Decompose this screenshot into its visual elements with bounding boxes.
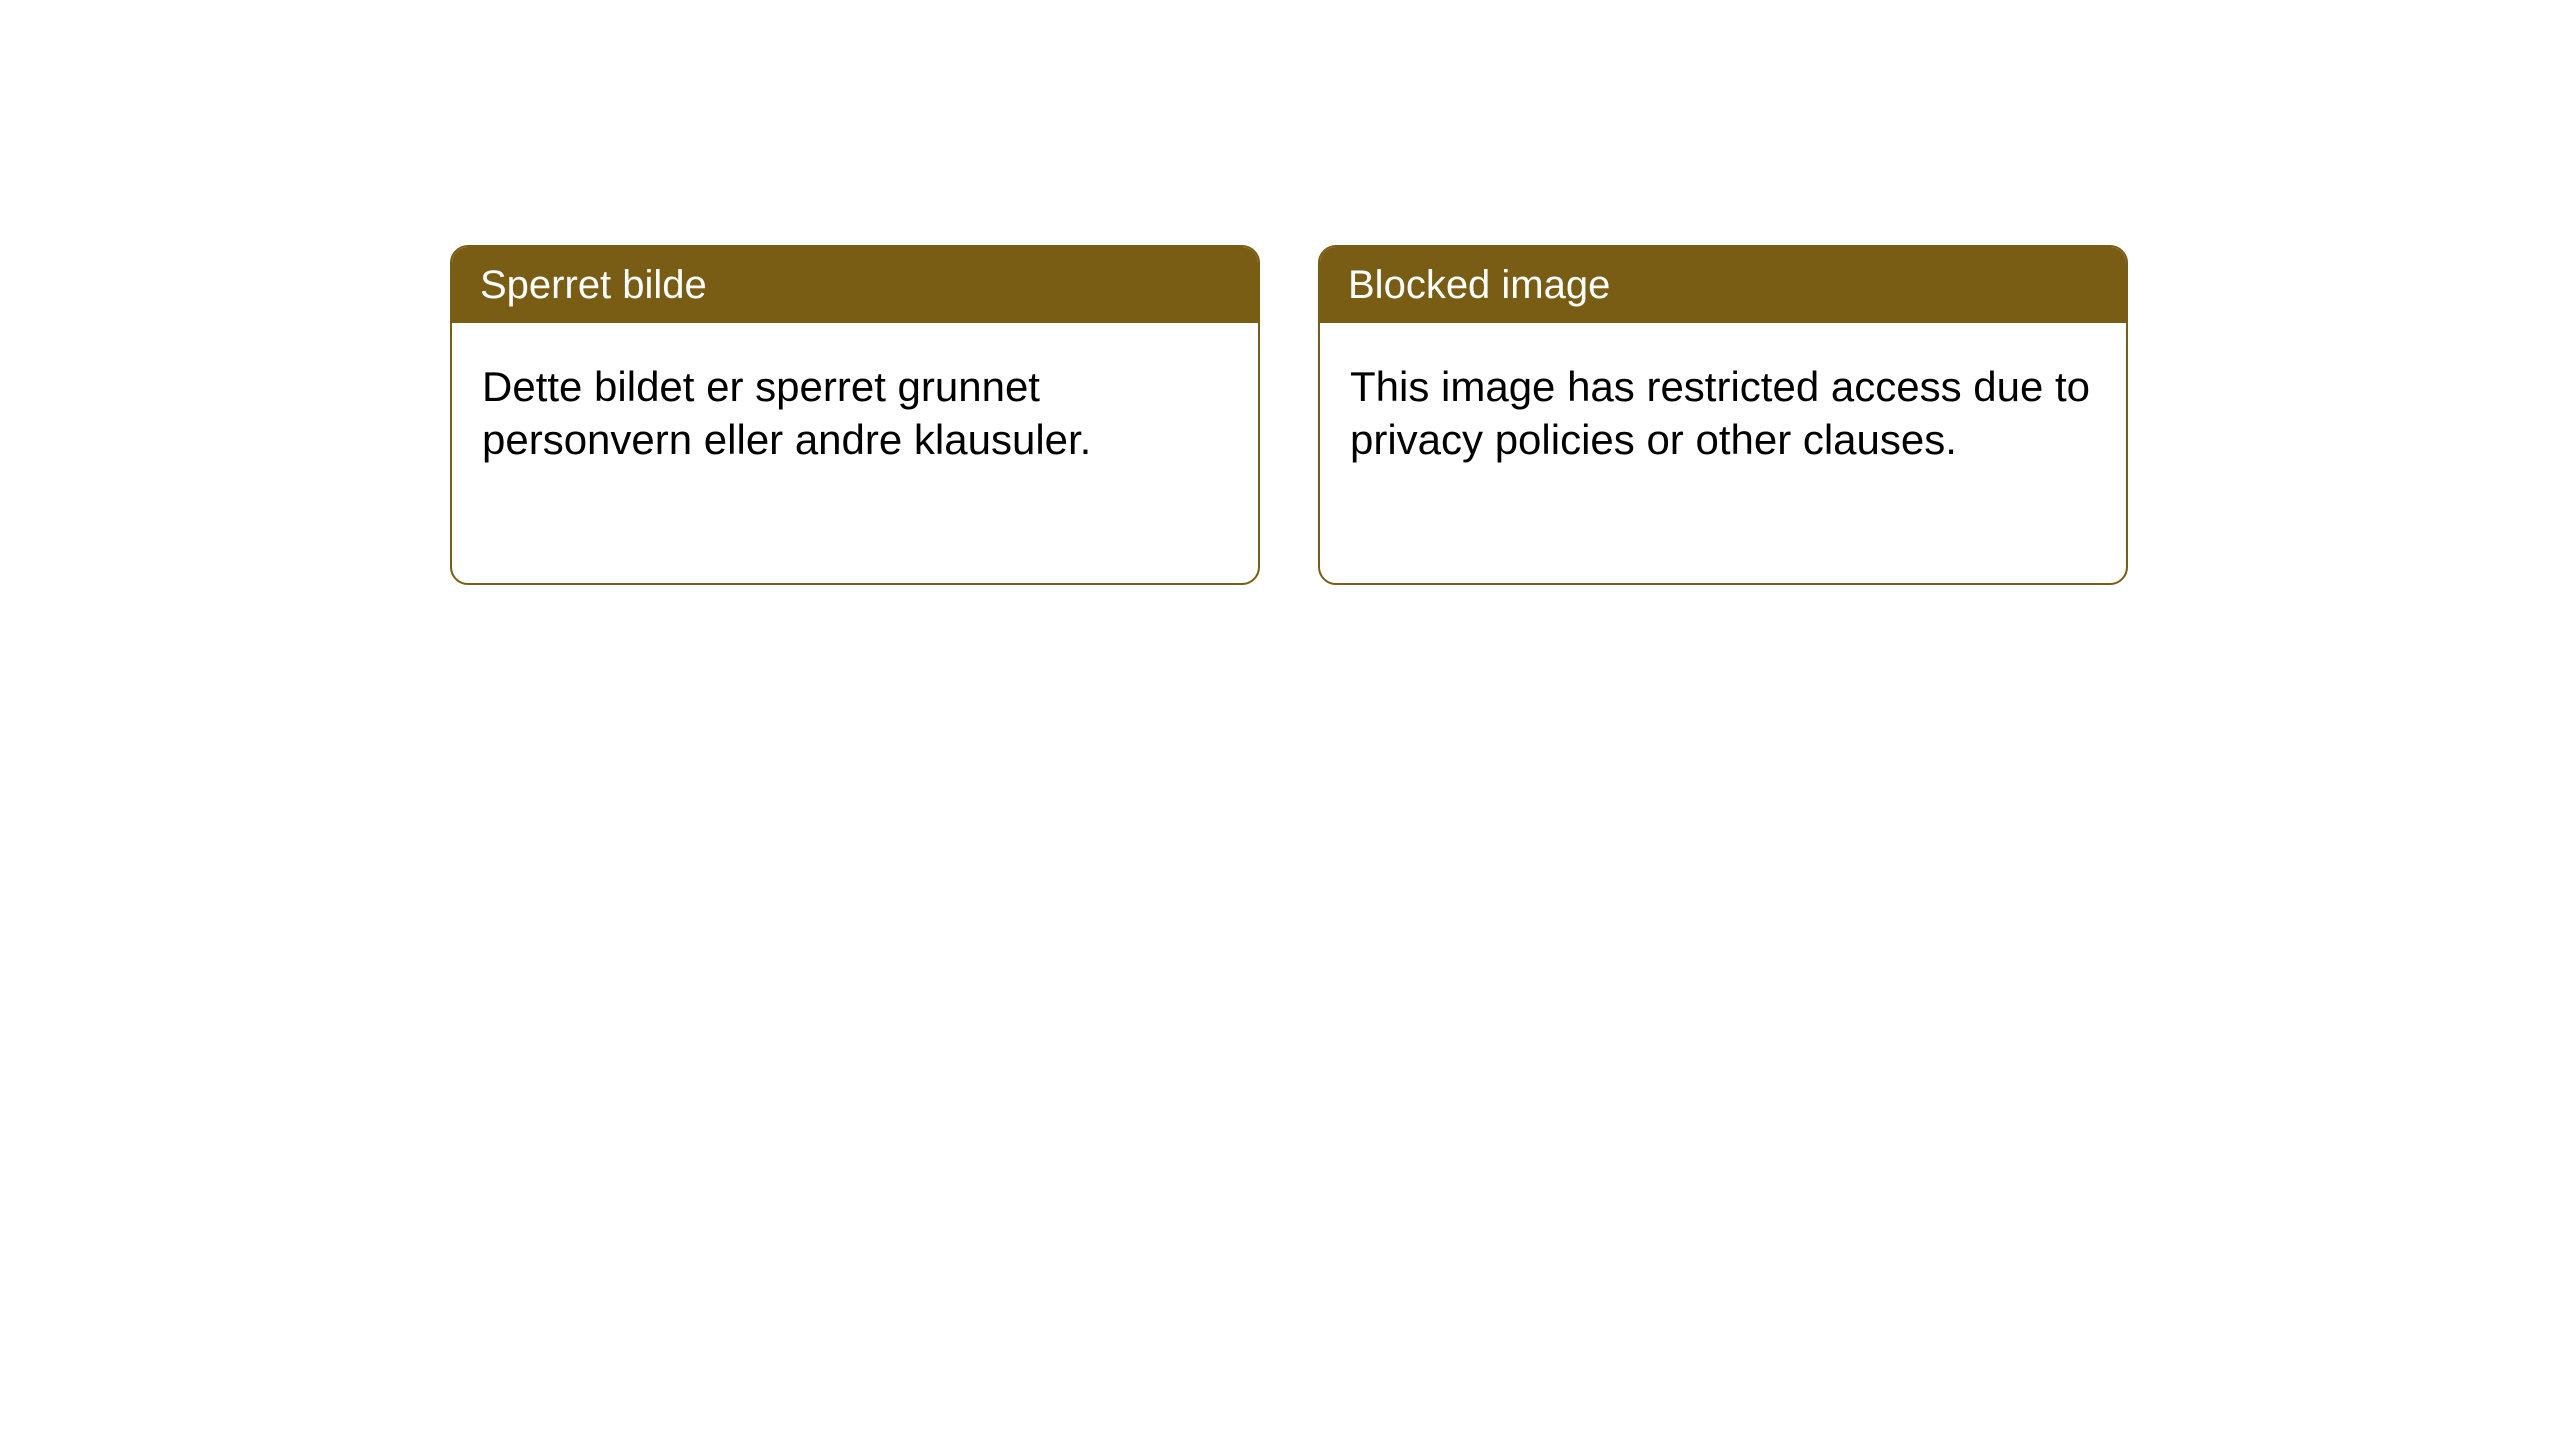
notice-text: This image has restricted access due to … bbox=[1350, 363, 2090, 463]
notice-title: Sperret bilde bbox=[480, 263, 707, 307]
notice-container: Sperret bilde Dette bildet er sperret gr… bbox=[450, 245, 2128, 585]
notice-body: Dette bildet er sperret grunnet personve… bbox=[452, 323, 1258, 504]
notice-header: Blocked image bbox=[1320, 247, 2126, 323]
notice-text: Dette bildet er sperret grunnet personve… bbox=[482, 363, 1091, 463]
notice-card-english: Blocked image This image has restricted … bbox=[1318, 245, 2128, 585]
notice-title: Blocked image bbox=[1348, 263, 1610, 307]
notice-header: Sperret bilde bbox=[452, 247, 1258, 323]
notice-body: This image has restricted access due to … bbox=[1320, 323, 2126, 504]
notice-card-norwegian: Sperret bilde Dette bildet er sperret gr… bbox=[450, 245, 1260, 585]
